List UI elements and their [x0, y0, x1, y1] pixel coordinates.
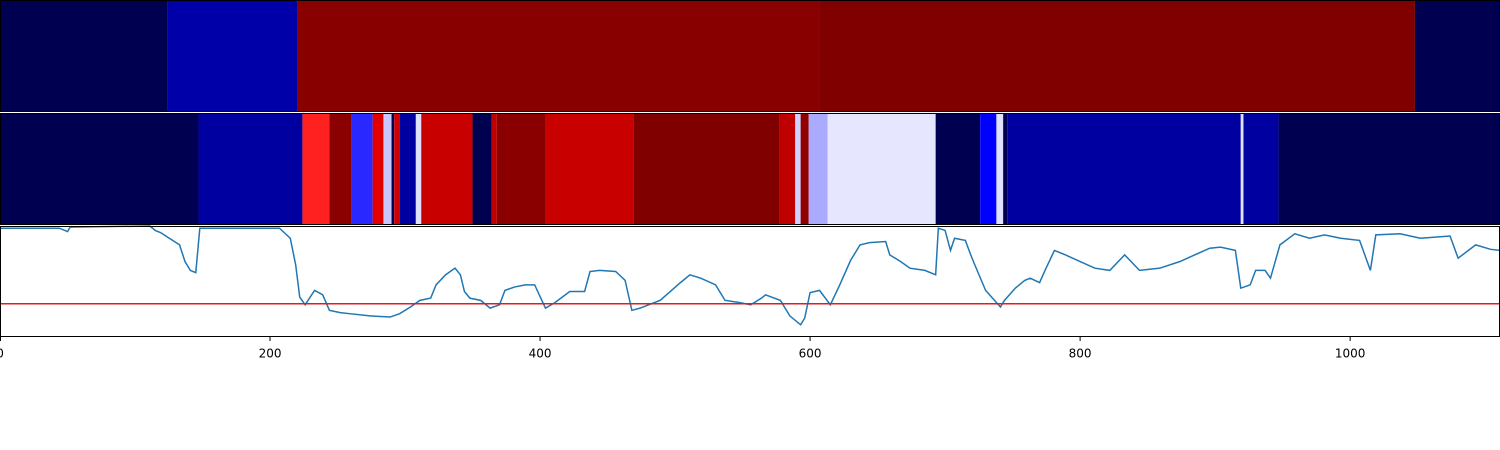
segment	[421, 113, 473, 225]
segment	[399, 113, 416, 225]
segment	[795, 113, 801, 225]
segment	[800, 113, 809, 225]
segment	[496, 113, 546, 225]
panel-frame	[0, 226, 1500, 337]
segment	[297, 0, 820, 112]
segment	[491, 113, 497, 225]
segment	[808, 113, 828, 225]
segment	[372, 113, 384, 225]
segment	[1278, 113, 1500, 225]
x-tick-label: 1000	[1335, 347, 1366, 361]
x-tick-label: 600	[799, 347, 822, 361]
segment	[545, 113, 634, 225]
segment	[935, 113, 981, 225]
segment	[394, 113, 400, 225]
segment	[1243, 113, 1279, 225]
line-series	[0, 225, 1500, 326]
segment	[198, 113, 303, 225]
segment	[1414, 0, 1500, 112]
segment	[827, 113, 936, 225]
segment	[1240, 113, 1244, 225]
segment	[329, 113, 352, 225]
segment	[391, 113, 395, 225]
segment	[0, 113, 199, 225]
segment	[996, 113, 1004, 225]
segment	[633, 113, 780, 225]
x-tick-label: 800	[1069, 347, 1092, 361]
segment	[351, 113, 373, 225]
segment	[980, 113, 997, 225]
segment	[167, 0, 298, 112]
segment	[472, 113, 492, 225]
segment	[819, 0, 1415, 112]
segment	[779, 113, 796, 225]
segment	[302, 113, 330, 225]
x-tick-label: 0	[0, 347, 4, 361]
segment	[415, 113, 422, 225]
segment	[1007, 113, 1241, 225]
x-tick-label: 400	[529, 347, 552, 361]
segment	[1003, 113, 1008, 225]
x-tick-label: 200	[259, 347, 282, 361]
segment	[383, 113, 392, 225]
segment	[0, 0, 168, 112]
